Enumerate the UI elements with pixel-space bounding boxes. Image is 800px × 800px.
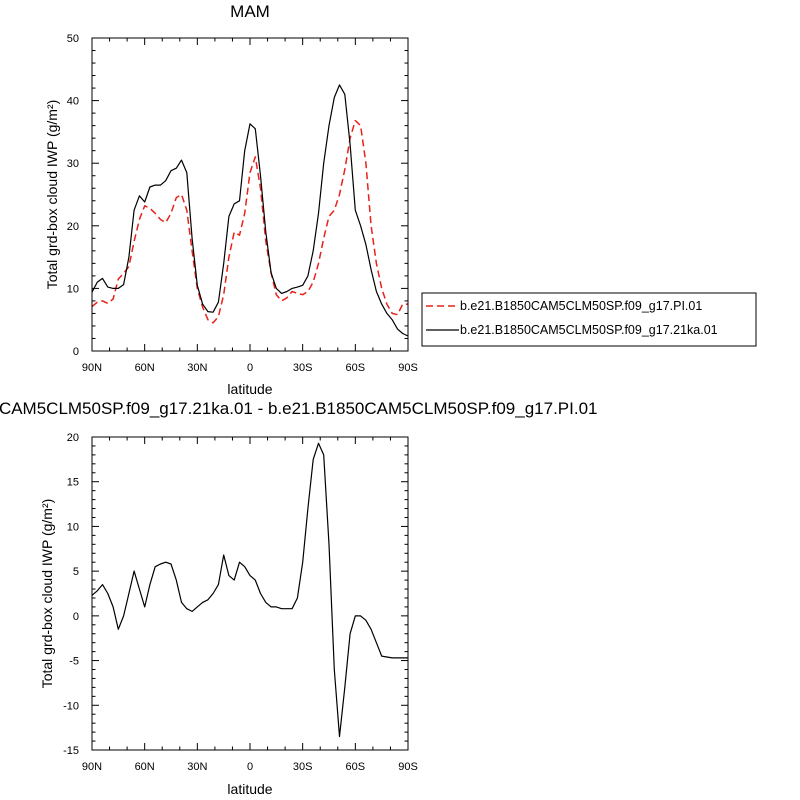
plot-area — [91, 84, 409, 337]
x-tick-label: 30S — [293, 761, 313, 773]
y-tick-label: 5 — [73, 566, 79, 578]
x-tick-label: 90S — [398, 761, 418, 773]
y-tick-label: 40 — [67, 96, 79, 108]
x-tick-label: 0 — [247, 362, 253, 374]
series-line-pi — [91, 119, 408, 324]
x-tick-label: 30N — [187, 362, 207, 374]
y-tick-label: 0 — [73, 346, 79, 358]
x-axis-label: latitude — [227, 381, 272, 397]
x-axis-label: latitude — [227, 781, 272, 797]
y-tick-label: -5 — [69, 656, 79, 668]
x-tick-label: 0 — [247, 761, 253, 773]
y-axis-ticks: 0 10 20 30 40 50 — [67, 33, 408, 358]
chart-panel-top: MAM 0 10 20 30 40 50 90N 60N 30N 0 30S 60S 90S lati… — [44, 2, 757, 397]
x-tick-label: 60N — [135, 761, 155, 773]
legend: b.e21.B1850CAM5CLM50SP.f09_g17.PI.01 b.e… — [421, 292, 757, 347]
y-tick-label: 30 — [67, 158, 79, 170]
plot-frame — [91, 436, 409, 751]
y-axis-label: Total grd-box cloud IWP (g/m²) — [44, 100, 60, 290]
chart-panel-bottom: b.e21.B1850CAM5CLM50SP.f09_g17.21ka.01 -… — [0, 399, 597, 797]
legend-box — [421, 292, 757, 347]
chart-title: MAM — [230, 2, 270, 21]
y-tick-label: 10 — [67, 521, 79, 533]
y-tick-label: 50 — [67, 33, 79, 45]
y-tick-label: 0 — [73, 611, 79, 623]
x-tick-label: 60S — [346, 761, 366, 773]
legend-label-21ka: b.e21.B1850CAM5CLM50SP.f09_g17.21ka.01 — [460, 323, 718, 337]
x-tick-label: 90S — [398, 362, 418, 374]
x-tick-label: 30N — [187, 761, 207, 773]
y-tick-label: 20 — [67, 432, 79, 444]
x-tick-label: 60S — [346, 362, 366, 374]
x-axis-ticks: 90N 60N 30N 0 30S 60S 90S — [82, 38, 418, 374]
plot-area — [91, 442, 408, 738]
y-tick-label: 20 — [67, 221, 79, 233]
y-tick-label: -10 — [63, 700, 79, 712]
y-tick-label: -15 — [63, 745, 79, 757]
chart-title: b.e21.B1850CAM5CLM50SP.f09_g17.21ka.01 -… — [0, 399, 597, 418]
legend-label-pi: b.e21.B1850CAM5CLM50SP.f09_g17.PI.01 — [460, 299, 702, 313]
x-tick-label: 30S — [293, 362, 313, 374]
series-line-difference — [91, 442, 408, 738]
x-axis-ticks: 90N 60N 30N 0 30S 60S 90S — [82, 437, 418, 773]
plot-frame — [91, 37, 409, 352]
y-axis-label: Total grd-box cloud IWP (g/m²) — [39, 499, 55, 689]
series-line-21ka — [91, 84, 409, 337]
x-tick-label: 60N — [135, 362, 155, 374]
y-tick-label: 15 — [67, 477, 79, 489]
y-tick-label: 10 — [67, 283, 79, 295]
x-tick-label: 90N — [82, 362, 102, 374]
y-axis-ticks: -15 -10 -5 0 5 10 15 20 — [63, 432, 408, 757]
x-tick-label: 90N — [82, 761, 102, 773]
